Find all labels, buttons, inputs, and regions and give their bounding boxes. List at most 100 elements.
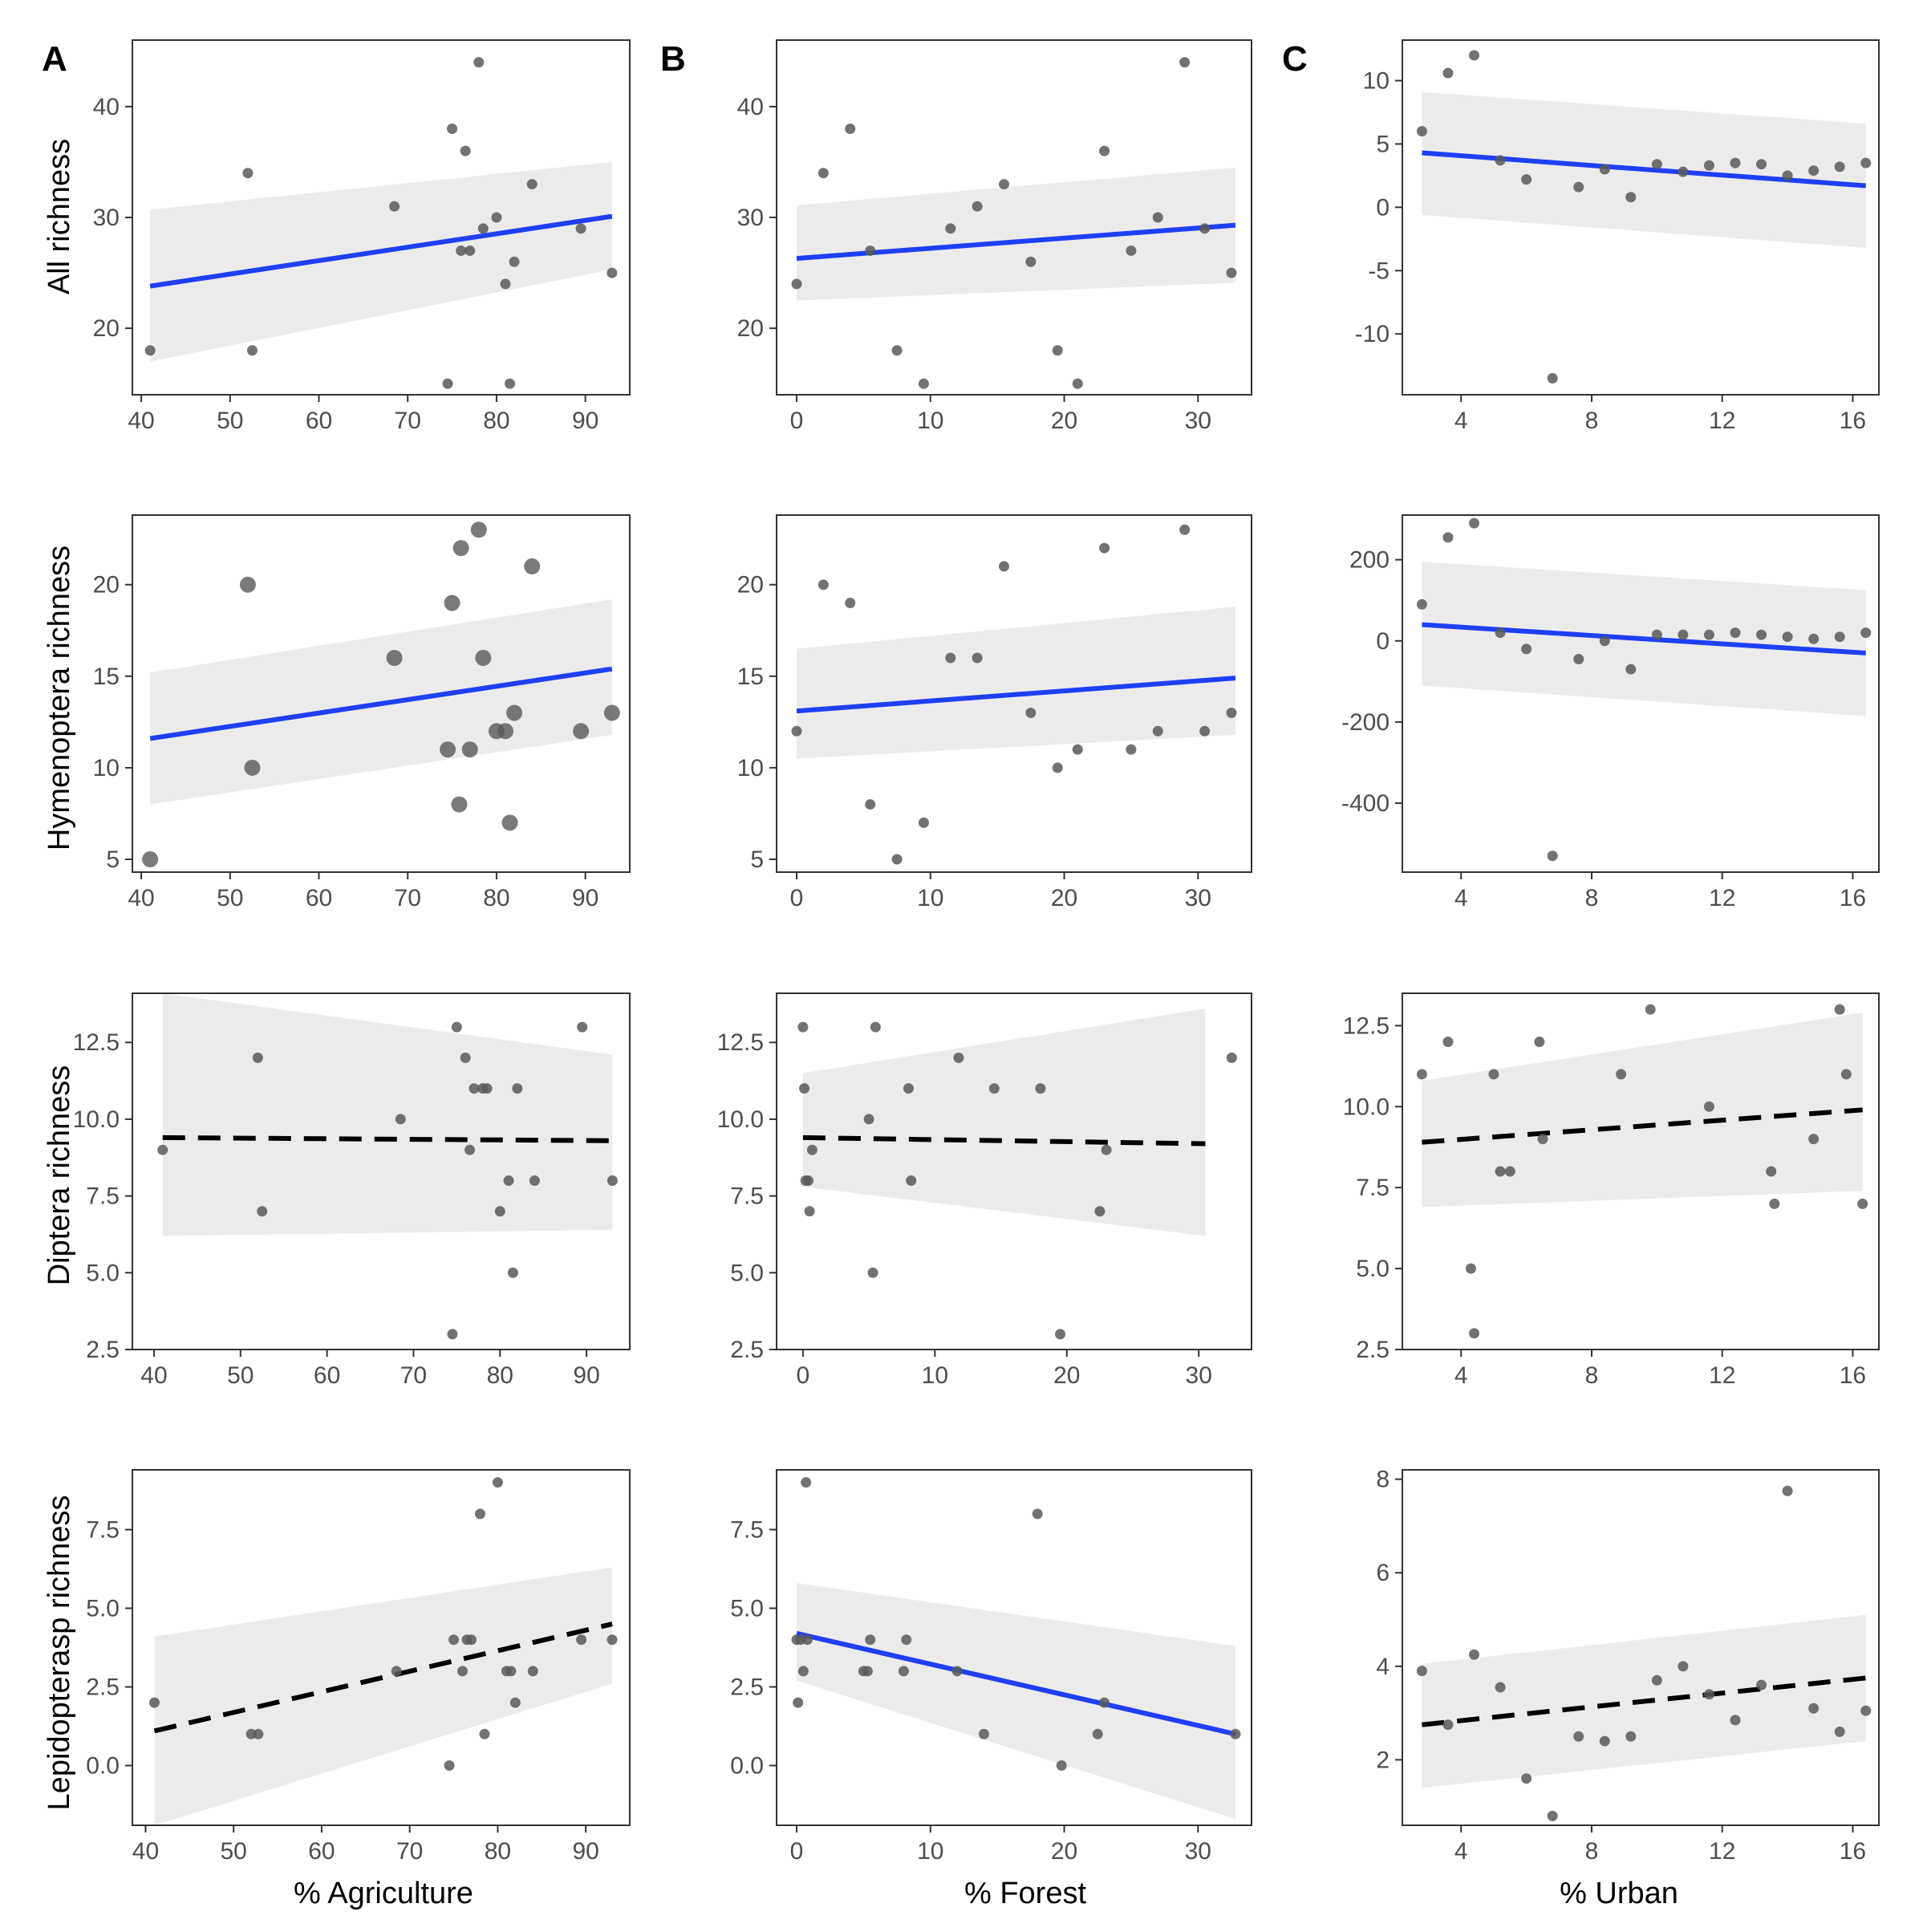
- y-tick-label-r0c2-4: 10: [1363, 68, 1390, 95]
- data-point-r2c1-10: [906, 1175, 917, 1186]
- data-point-r1c0-0: [142, 851, 159, 868]
- data-point-r3c0-0: [148, 1697, 160, 1708]
- data-point-r2c0-10: [481, 1083, 493, 1094]
- data-point-r2c1-13: [1035, 1083, 1046, 1094]
- data-point-r1c0-13: [501, 814, 518, 831]
- y-tick-label-r2c1-3: 10.0: [717, 1106, 764, 1133]
- y-tick-label-r2c0-3: 10.0: [73, 1106, 120, 1133]
- plot-border-r3c0: [132, 1469, 631, 1826]
- data-point-r1c1-7: [972, 652, 983, 664]
- data-point-r1c2-16: [1834, 631, 1845, 643]
- data-point-r3c0-3: [391, 1666, 402, 1677]
- data-point-r0c1-11: [1072, 378, 1083, 389]
- x-tick-label-r3c2-0: 4: [1454, 1838, 1468, 1865]
- x-tick-label-r1c0-1: 50: [217, 885, 243, 911]
- data-point-r3c1-3: [797, 1666, 809, 1677]
- plot-r3c2: 4 8 12 16 2 4 6 8: [1376, 1467, 1880, 1865]
- data-point-r1c2-6: [1573, 654, 1584, 665]
- data-point-r2c1-9: [903, 1083, 914, 1094]
- dashed-fit-line-r2c0: [162, 1134, 613, 1143]
- data-point-r2c1-5: [806, 1144, 818, 1155]
- y-tick-label-r2c1-0: 2.5: [730, 1337, 764, 1363]
- data-point-r0c2-10: [1678, 166, 1689, 177]
- plot-border-r1c2: [1402, 514, 1880, 873]
- data-point-r3c0-17: [607, 1634, 618, 1646]
- data-point-r3c2-9: [1651, 1674, 1662, 1686]
- x-axis-label-forest: % Forest: [964, 1877, 1086, 1910]
- x-tick-label-r2c0-0: 40: [140, 1362, 167, 1389]
- x-tick-label-r1c1-1: 10: [917, 885, 943, 911]
- data-point-r2c0-8: [469, 1083, 480, 1094]
- data-point-r0c1-3: [865, 245, 876, 256]
- y-tick-label-r2c2-3: 10.0: [1343, 1094, 1390, 1120]
- data-point-r0c1-9: [1025, 256, 1037, 267]
- data-point-r3c2-7: [1599, 1735, 1610, 1747]
- data-point-r1c1-3: [865, 799, 876, 810]
- plot-border-r2c1: [776, 992, 1252, 1350]
- data-point-r1c2-14: [1782, 631, 1793, 643]
- data-point-r3c1-16: [1099, 1697, 1110, 1708]
- y-tick-label-r3c2-2: 6: [1376, 1560, 1390, 1586]
- data-point-r2c1-12: [988, 1083, 1000, 1094]
- data-point-r2c1-14: [1055, 1329, 1066, 1340]
- data-point-r1c1-2: [845, 598, 856, 609]
- y-tick-label-r3c1-0: 0.0: [730, 1753, 764, 1780]
- x-tick-label-r0c0-0: 40: [128, 408, 154, 434]
- data-point-r0c1-8: [998, 179, 1009, 190]
- y-tick-label-r2c0-0: 2.5: [86, 1337, 120, 1363]
- y-tick-label-r0c2-2: 0: [1376, 194, 1390, 221]
- data-point-r0c2-11: [1703, 160, 1714, 171]
- data-point-r3c2-12: [1730, 1715, 1741, 1726]
- y-tick-label-r0c1-0: 20: [737, 315, 764, 342]
- y-tick-label-r1c1-0: 5: [750, 846, 764, 873]
- plot-r0c2: 4 8 12 16 -10 -5 0 5 10: [1355, 39, 1880, 434]
- data-point-r1c0-5: [444, 595, 460, 611]
- data-point-r2c0-5: [451, 1021, 462, 1033]
- y-tick-label-r0c0-2: 40: [93, 94, 120, 120]
- data-point-r2c2-7: [1534, 1037, 1545, 1048]
- y-tick-label-r0c2-0: -10: [1355, 321, 1390, 347]
- plot-border-r2c2: [1402, 992, 1880, 1350]
- confidence-band-r1c1: [797, 607, 1235, 759]
- x-tick-label-r2c2-3: 16: [1840, 1362, 1866, 1389]
- dashed-fit-line-r3c2: [1422, 1675, 1867, 1727]
- data-point-r0c2-14: [1782, 170, 1793, 181]
- data-point-r2c0-16: [577, 1021, 588, 1033]
- data-point-r0c2-12: [1730, 157, 1741, 168]
- x-tick-label-r1c2-0: 4: [1454, 885, 1468, 911]
- data-point-r0c2-7: [1599, 164, 1610, 175]
- y-tick-label-r1c2-1: -200: [1341, 709, 1390, 736]
- y-tick-label-r3c0-2: 5.0: [86, 1595, 120, 1622]
- data-point-r3c1-13: [1032, 1508, 1043, 1520]
- data-point-r0c0-1: [242, 168, 254, 179]
- y-tick-label-r2c2-1: 5.0: [1356, 1256, 1390, 1282]
- data-point-r1c2-8: [1625, 664, 1637, 675]
- data-point-r3c2-0: [1416, 1666, 1427, 1677]
- data-point-r1c1-11: [1072, 744, 1083, 755]
- data-point-r2c0-1: [252, 1052, 263, 1063]
- data-point-r1c0-6: [451, 796, 468, 813]
- data-point-r1c0-2: [244, 759, 261, 776]
- y-tick-label-r2c2-0: 2.5: [1356, 1337, 1390, 1363]
- data-point-r2c2-9: [1616, 1069, 1627, 1080]
- plot-border-r0c2: [1402, 39, 1880, 396]
- data-point-r2c0-12: [503, 1175, 514, 1186]
- x-tick-label-r3c0-2: 60: [308, 1838, 335, 1865]
- data-point-r1c1-4: [891, 854, 903, 865]
- data-point-r2c2-15: [1834, 1004, 1845, 1015]
- x-tick-label-r2c0-1: 50: [227, 1362, 254, 1389]
- y-tick-label-r1c1-2: 15: [737, 664, 764, 690]
- data-point-r1c2-3: [1495, 627, 1506, 639]
- data-point-r1c2-7: [1599, 635, 1610, 647]
- data-point-r3c0-4: [444, 1760, 455, 1772]
- data-point-r1c2-0: [1416, 599, 1427, 610]
- x-tick-label-r1c0-4: 80: [483, 885, 509, 911]
- y-tick-label-r0c0-0: 20: [93, 315, 120, 342]
- data-point-r2c2-12: [1766, 1166, 1777, 1177]
- plot-r0c1: 0 10 20 30 20 30 40: [737, 39, 1252, 434]
- x-tick-label-r3c1-3: 30: [1185, 1838, 1211, 1865]
- data-point-r1c2-12: [1730, 627, 1741, 639]
- plot-r1c2: 4 8 12 16 -400 -200 0 200: [1341, 514, 1880, 911]
- data-point-r2c0-15: [529, 1175, 540, 1186]
- plot-border-r1c1: [776, 514, 1252, 873]
